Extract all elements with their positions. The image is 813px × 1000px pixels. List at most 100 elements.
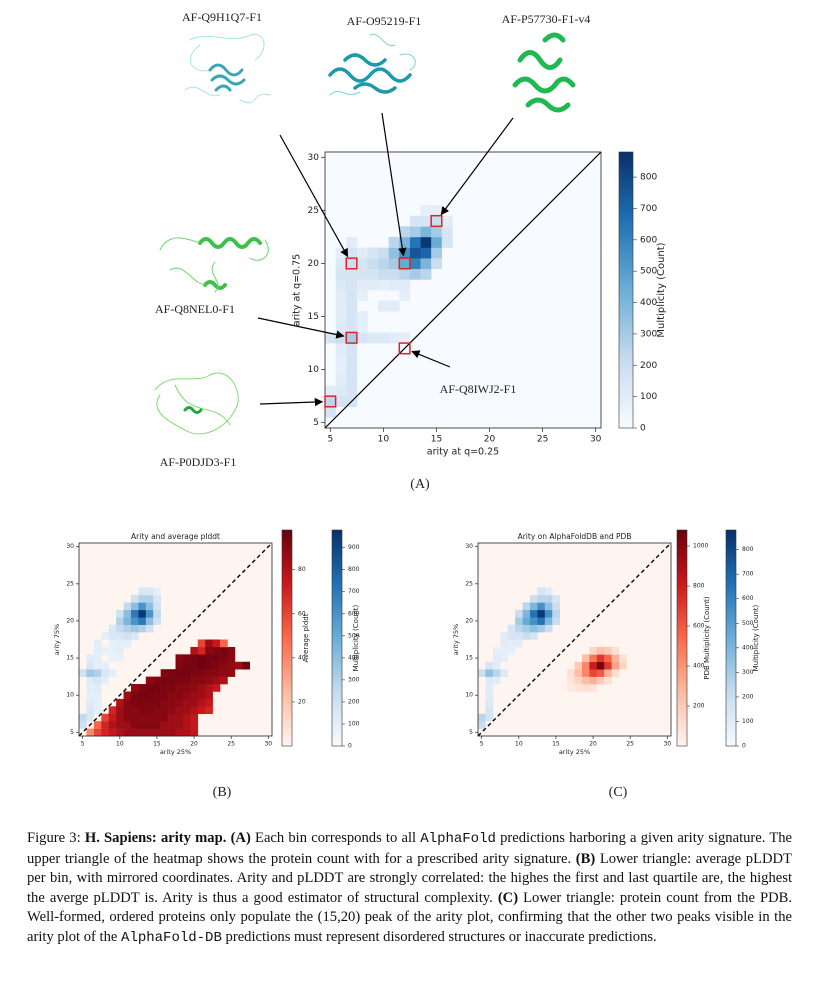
colorbar-tick-label: 500 xyxy=(742,620,754,627)
heatmap-cell xyxy=(492,654,501,663)
heatmap-cell xyxy=(205,676,213,685)
heatmap-cell xyxy=(205,698,213,707)
colorbar-tick-label: 800 xyxy=(693,583,705,590)
heatmap-cell xyxy=(346,311,358,323)
chart-title: Arity on AlphaFoldDB and PDB xyxy=(518,532,632,541)
heatmap-cell xyxy=(552,609,560,618)
heatmap-cell xyxy=(138,624,147,633)
heatmap-cell xyxy=(529,602,538,611)
heatmap-cell xyxy=(205,706,213,715)
heatmap-cell xyxy=(581,661,590,670)
y-tick-label: 20 xyxy=(308,259,320,269)
heatmap-cell xyxy=(145,713,154,722)
heatmap-cell xyxy=(500,639,508,648)
heatmap-cell xyxy=(130,728,139,737)
annotation-arrow xyxy=(257,317,345,339)
heatmap-cell xyxy=(160,691,169,700)
heatmap-cell xyxy=(500,669,508,677)
heatmap-cell xyxy=(485,706,494,715)
plot-frame xyxy=(78,542,273,737)
heatmap-cell xyxy=(205,684,213,692)
heatmap-cell xyxy=(190,691,199,700)
heatmap-cell xyxy=(356,268,368,280)
heatmap-cell xyxy=(130,713,139,722)
heatmap-cell xyxy=(86,713,95,722)
y-tick-label: 5 xyxy=(469,729,473,736)
heatmap-cell xyxy=(409,258,421,270)
heatmap-cell xyxy=(346,268,358,280)
heatmap-cell xyxy=(93,721,102,729)
heatmap-cell xyxy=(619,661,627,670)
heatmap-cell xyxy=(212,646,221,655)
heatmap-cell xyxy=(197,646,206,655)
heatmap-cell xyxy=(145,698,154,707)
heatmap-cell xyxy=(160,721,169,729)
heatmap-cell xyxy=(478,669,486,677)
heatmap-cell xyxy=(138,684,147,692)
heatmap-cell xyxy=(346,321,358,333)
heatmap-cell xyxy=(175,684,184,692)
heatmap-cell xyxy=(153,676,161,685)
heatmap-cell xyxy=(205,661,213,670)
heatmap-cell xyxy=(93,646,102,655)
y-tick-label: 5 xyxy=(70,729,74,736)
heatmap-cell xyxy=(145,728,154,737)
heatmap-cell xyxy=(175,676,184,685)
colorbar-tick-label: 20 xyxy=(298,698,306,705)
heatmap-cell xyxy=(515,617,523,625)
heatmap-cell xyxy=(153,594,161,603)
heatmap-cell xyxy=(93,684,102,692)
heatmap-cell xyxy=(492,676,501,685)
heatmap-cell xyxy=(227,646,236,655)
heatmap-cell xyxy=(346,279,358,291)
heatmap-cell xyxy=(325,385,336,397)
heatmap-cell xyxy=(507,639,516,648)
highlight-box xyxy=(345,257,358,270)
heatmap-cell xyxy=(79,721,87,729)
heatmap-cell xyxy=(130,684,139,692)
heatmap-cell xyxy=(227,669,236,677)
heatmap-cell xyxy=(325,406,336,418)
heatmap-cell xyxy=(544,594,553,603)
heatmap-cell xyxy=(116,624,124,633)
heatmap-cell xyxy=(86,669,95,677)
heatmap-cell xyxy=(335,321,347,333)
y-tick-label: 30 xyxy=(465,543,473,550)
heatmap-cell xyxy=(604,661,612,670)
caption-text: Lower triangle: protein count from the P… xyxy=(27,889,792,945)
heatmap-cell xyxy=(335,300,347,312)
heatmap-cell xyxy=(399,247,411,259)
heatmap-cell xyxy=(93,639,102,648)
x-tick-label: 10 xyxy=(378,435,390,445)
heatmap-cell xyxy=(388,258,400,270)
protein-label: AF-P57730-F1-v4 xyxy=(502,12,591,26)
diagonal xyxy=(324,151,602,429)
heatmap-cell xyxy=(335,332,347,344)
heatmap-cell xyxy=(93,706,102,715)
y-axis-label: arity at q=0.75 xyxy=(292,254,303,326)
heatmap-cell xyxy=(138,698,147,707)
heatmap-cell xyxy=(138,594,147,603)
heatmap-cell xyxy=(145,676,154,685)
y-tick-label: 15 xyxy=(308,312,319,322)
heatmap-cell xyxy=(492,669,501,677)
heatmap-cell xyxy=(388,279,400,291)
heatmap-cell xyxy=(160,684,169,692)
heatmap-cell xyxy=(168,713,176,722)
heatmap-cell xyxy=(431,226,443,238)
heatmap-cell xyxy=(420,268,432,280)
heatmap-cell xyxy=(175,669,184,677)
x-axis-label: arity 25% xyxy=(160,748,191,756)
heatmap-cell xyxy=(108,706,117,715)
x-tick-label: 20 xyxy=(589,740,597,747)
heatmap-cell xyxy=(108,721,117,729)
heatmap-cell xyxy=(399,268,411,280)
heatmap-cell xyxy=(153,706,161,715)
annotation-arrow xyxy=(259,397,324,407)
colorbar-tick-label: 100 xyxy=(348,720,360,727)
heatmap-cell xyxy=(529,617,538,625)
y-tick-label: 25 xyxy=(66,580,74,587)
y-tick-label: 30 xyxy=(66,543,74,550)
heatmap-cell xyxy=(574,684,583,692)
heatmap-cell xyxy=(130,617,139,625)
